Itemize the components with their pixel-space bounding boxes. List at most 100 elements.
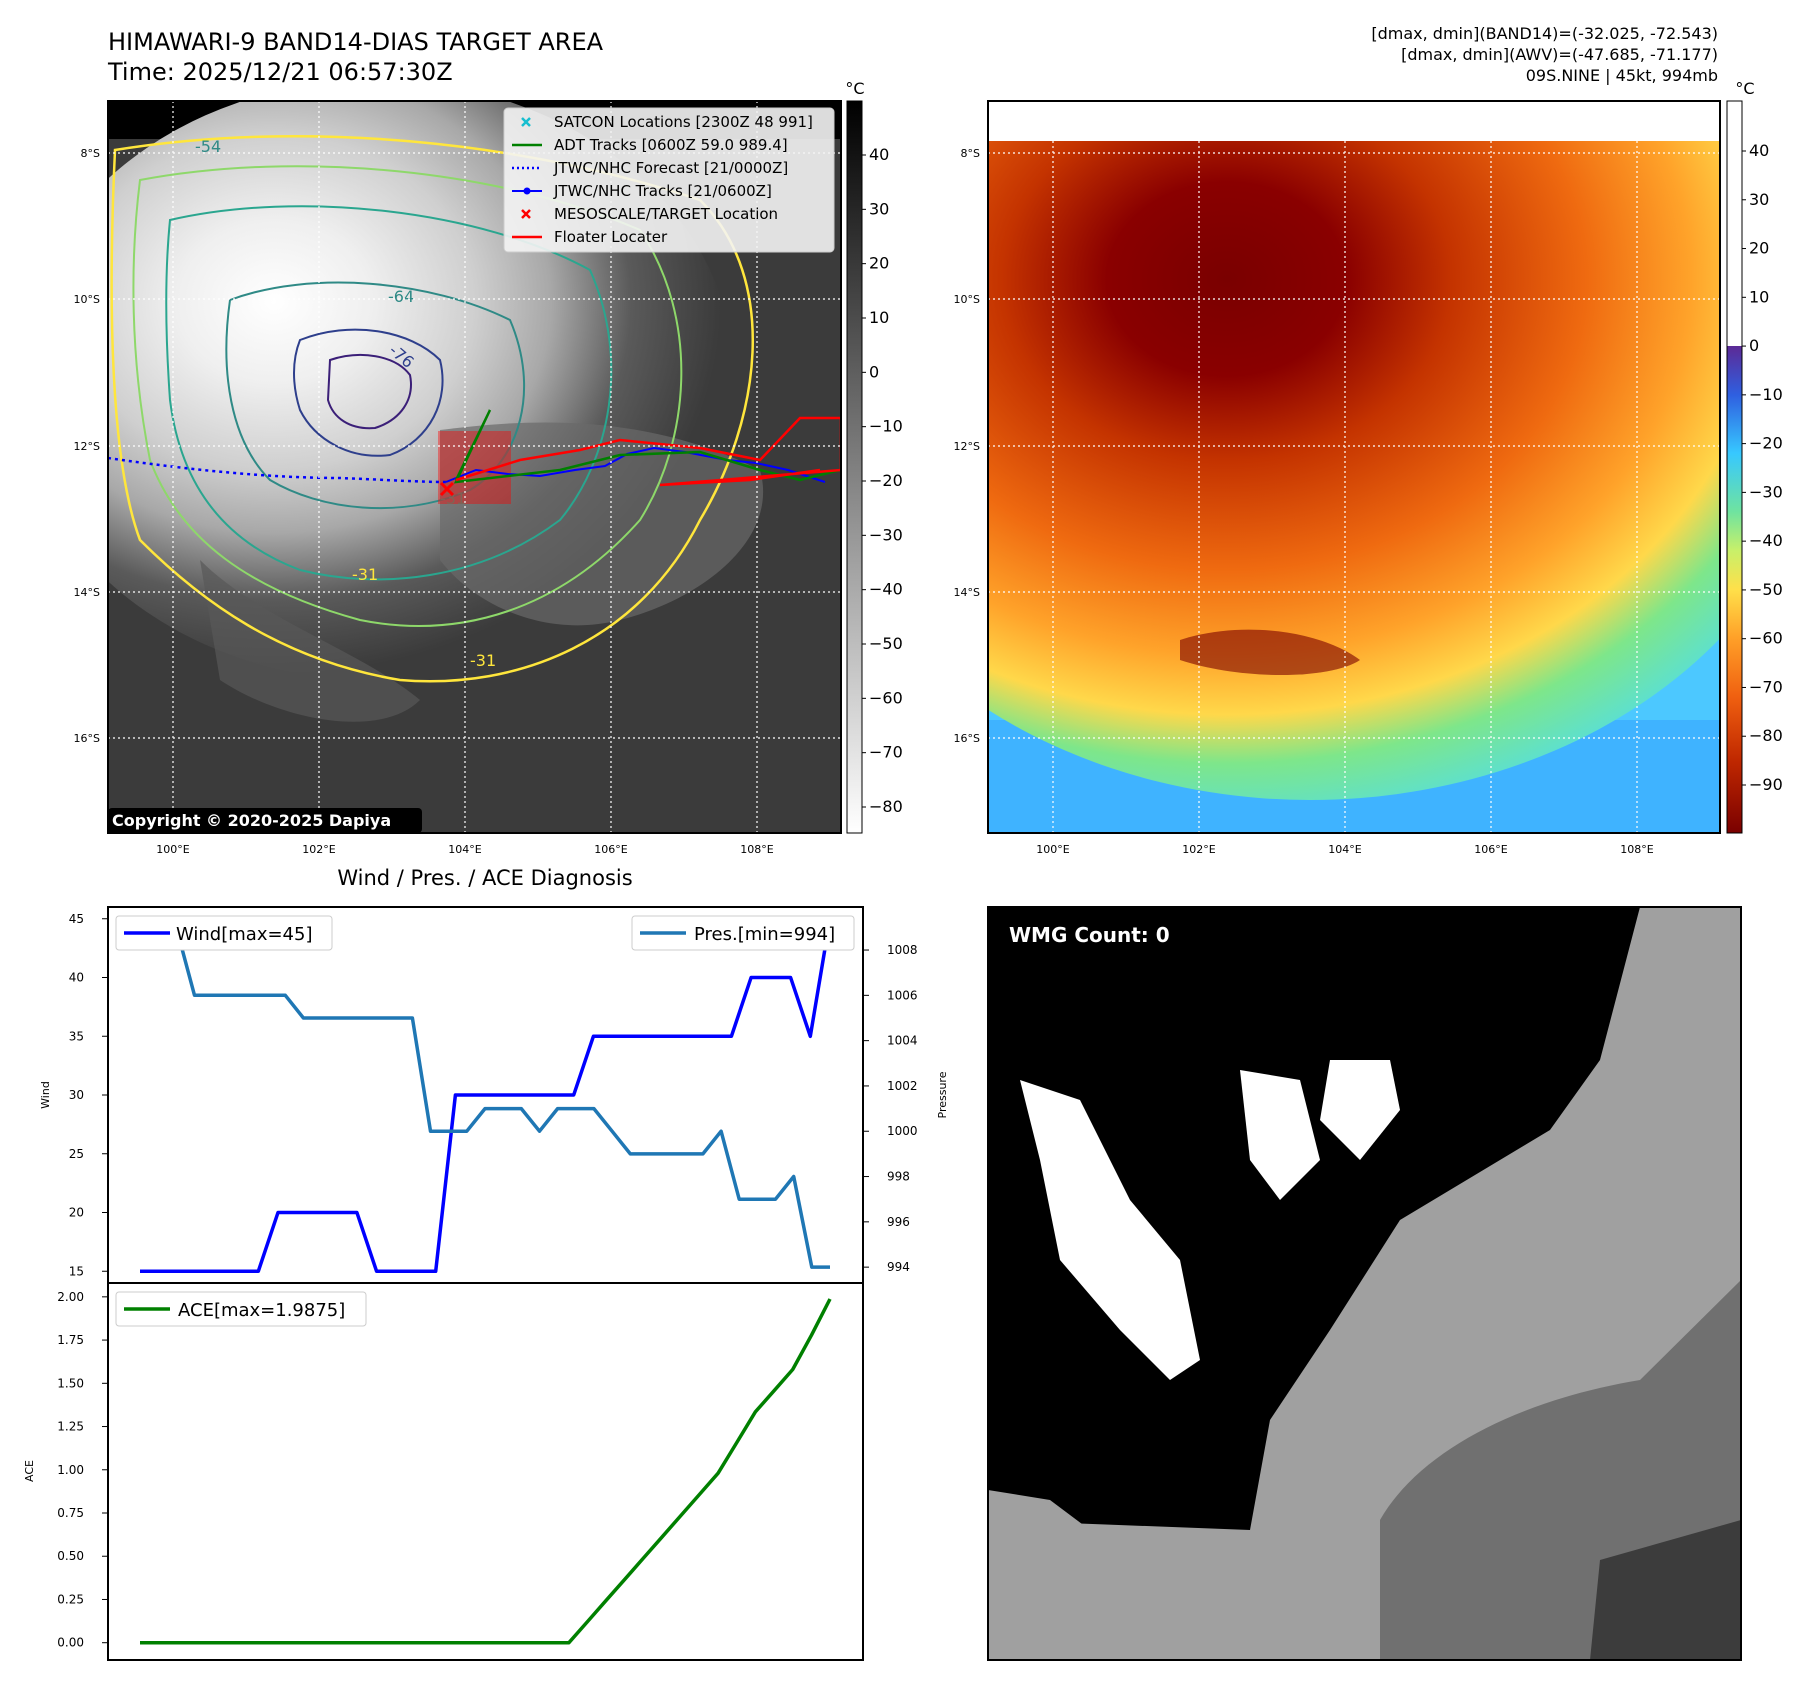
- map-legend: SATCON Locations [2300Z 48 991] ADT Trac…: [503, 107, 835, 253]
- lon-label: 106°E: [594, 843, 627, 856]
- contour-label: -31: [440, 489, 466, 508]
- colorbar-tick-label: −50: [869, 634, 903, 653]
- lon-label: 108°E: [740, 843, 773, 856]
- lat-label: 14°S: [74, 586, 100, 599]
- lat-label: 10°S: [954, 293, 980, 306]
- pressure-tick-label: 1004: [887, 1034, 918, 1048]
- pressure-legend-label: Pres.[min=994]: [694, 924, 835, 945]
- colorbar-tick-label: −60: [1749, 629, 1783, 648]
- ace-tick-label: 1.25: [57, 1420, 84, 1434]
- ace-tick-label: 2.00: [57, 1290, 84, 1304]
- lat-label: 10°S: [74, 293, 100, 306]
- colorbar-tick-label: −80: [869, 797, 903, 816]
- wind-tick-label: 25: [69, 1147, 84, 1161]
- colorbar-tick-label: −80: [1749, 726, 1783, 745]
- lon-label: 106°E: [1474, 843, 1507, 856]
- colorbar-tick-label: −30: [1749, 482, 1783, 501]
- map-a-lat-axis: 8°S 10°S 12°S 14°S 16°S: [74, 147, 100, 745]
- pressure-axis-label: Pressure: [936, 1071, 949, 1118]
- wind-axis-label: Wind: [39, 1081, 52, 1109]
- lon-label: 104°E: [1328, 843, 1361, 856]
- lat-label: 14°S: [954, 586, 980, 599]
- wind-tick-label: 45: [69, 912, 84, 926]
- copyright-text: Copyright © 2020-2025 Dapiya: [112, 811, 391, 830]
- colorbar-tick-label: 20: [1749, 239, 1769, 258]
- colorbar-tick-label: −10: [1749, 385, 1783, 404]
- colorbar-tick-label: −30: [869, 525, 903, 544]
- ace-tick-label: 0.50: [57, 1549, 84, 1563]
- colorbar-tick-label: −20: [1749, 434, 1783, 453]
- colorbar-tick-label: −10: [869, 417, 903, 436]
- ace-tick-label: 1.75: [57, 1333, 84, 1347]
- colorbar-tick-label: −40: [1749, 531, 1783, 550]
- color-colorbar: °C 40 30 20 10 0 −10 −20 −30 −40 −50 −60 −70 −80 −90: [1726, 79, 1783, 834]
- lat-label: 8°S: [961, 147, 980, 160]
- legend-label: JTWC/NHC Forecast [21/0000Z]: [553, 159, 788, 177]
- colorbar-unit: °C: [1735, 79, 1754, 98]
- lat-label: 8°S: [81, 147, 100, 160]
- colorbar-tick-label: 0: [1749, 336, 1759, 355]
- adt-track: [453, 409, 841, 484]
- lon-label: 100°E: [1036, 843, 1069, 856]
- legend-marker: [523, 187, 531, 195]
- colorbar-unit: °C: [845, 79, 864, 98]
- lat-label: 16°S: [954, 732, 980, 745]
- pressure-series-line: [140, 925, 830, 1269]
- gray-colorbar: °C 40 30 20 10 0 −10 −20 −30 −40 −50 −60 −70 −80: [845, 79, 903, 834]
- contour-label: -31: [470, 651, 496, 670]
- map-a-lon-axis: 100°E 102°E 104°E 106°E 108°E: [156, 843, 773, 856]
- wind-tick-label: 35: [69, 1029, 84, 1043]
- ace-tick-label: 1.00: [57, 1463, 84, 1477]
- pressure-tick-label: 1002: [887, 1079, 918, 1093]
- jtwc-forecast-track: [108, 456, 447, 484]
- colorbar-tick-label: 30: [869, 199, 889, 218]
- figure-title-line2: Time: 2025/12/21 06:57:30Z: [107, 58, 453, 86]
- map-b-lon-axis: 100°E 102°E 104°E 106°E 108°E: [1036, 843, 1653, 856]
- pressure-tick-label: 1006: [887, 988, 918, 1002]
- ace-tick-label: 0.75: [57, 1506, 84, 1520]
- wind-tick-label: 15: [69, 1264, 84, 1278]
- colorbar-tick-label: −20: [869, 471, 903, 490]
- contour-label: -54: [195, 137, 221, 156]
- lon-label: 102°E: [302, 843, 335, 856]
- pressure-legend: [631, 915, 855, 951]
- target-marker-x: [439, 481, 455, 497]
- wind-legend-label: Wind[max=45]: [176, 924, 313, 945]
- legend-label: JTWC/NHC Tracks [21/0600Z]: [553, 182, 772, 200]
- colorbar-tick-label: −40: [869, 580, 903, 599]
- pressure-tick-label: 998: [887, 1170, 910, 1184]
- lat-label: 12°S: [954, 440, 980, 453]
- colorbar-tick-label: 20: [869, 254, 889, 273]
- pressure-tick-label: 994: [887, 1260, 910, 1274]
- colorbar-tick-label: 30: [1749, 190, 1769, 209]
- wmg-count-label: WMG Count: 0: [1009, 923, 1170, 947]
- info-line-1: [dmax, dmin](BAND14)=(-32.025, -72.543): [1371, 24, 1718, 43]
- ir-color-map: [988, 101, 1720, 833]
- lat-label: 12°S: [74, 440, 100, 453]
- lon-label: 108°E: [1620, 843, 1653, 856]
- lon-label: 100°E: [156, 843, 189, 856]
- ace-tick-label: 0.00: [57, 1636, 84, 1650]
- pressure-tick-label: 996: [887, 1215, 910, 1229]
- pressure-tick-label: 1008: [887, 943, 918, 957]
- ace-chart: 0.00 0.25 0.50 0.75 1.00 1.25 1.50 1.75 2.00 ACE…: [23, 1282, 864, 1661]
- colorbar-tick-label: 10: [869, 308, 889, 327]
- legend-label: ADT Tracks [0600Z 59.0 989.4]: [554, 136, 788, 154]
- pressure-tick-label: 1000: [887, 1124, 918, 1138]
- ace-series-line: [140, 1298, 832, 1645]
- legend-label: Floater Locater: [554, 228, 668, 246]
- contour-label: -64: [388, 287, 414, 306]
- colorbar-tick-label: 40: [869, 145, 889, 164]
- lat-label: 16°S: [74, 732, 100, 745]
- colorbar-tick-label: −70: [1749, 677, 1783, 696]
- legend-marker: [521, 117, 531, 127]
- legend-label: SATCON Locations [2300Z 48 991]: [554, 113, 813, 131]
- lon-label: 104°E: [448, 843, 481, 856]
- wind-pressure-chart: 15 20 25 30 35 40 45 994 996 998 1000 1002 1004 1006…: [39, 906, 949, 1284]
- wind-tick-label: 20: [69, 1206, 84, 1220]
- wind-tick-label: 30: [69, 1088, 84, 1102]
- contour-label: -31: [352, 565, 378, 584]
- colorbar-tick-label: 40: [1749, 141, 1769, 160]
- ace-legend: [115, 1291, 367, 1327]
